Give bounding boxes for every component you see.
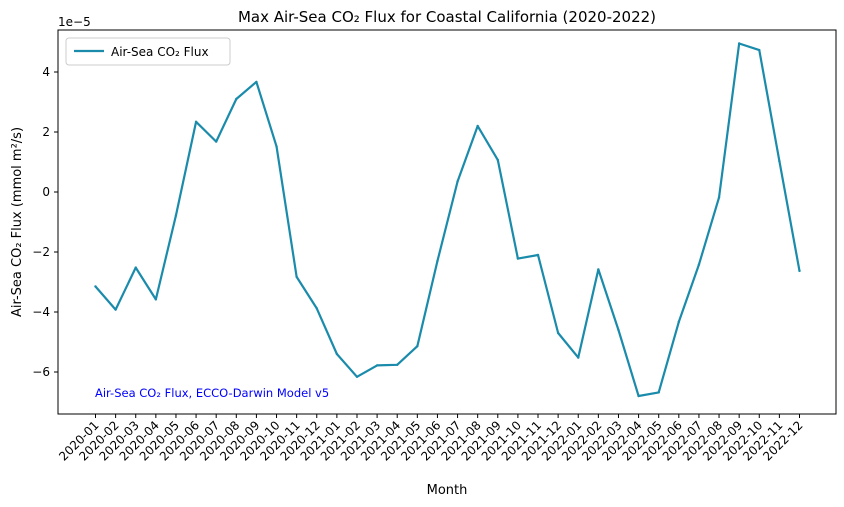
data-point (737, 42, 741, 45)
y-tick-label: 0 (42, 185, 50, 199)
y-tick-label: −2 (32, 245, 50, 259)
data-point (355, 375, 359, 378)
series-points (94, 42, 801, 398)
data-point (94, 285, 97, 288)
data-point (697, 263, 701, 266)
chart-title: Max Air-Sea CO₂ Flux for Coastal Califor… (238, 8, 656, 26)
data-point (597, 268, 600, 271)
data-source-annotation: Air-Sea CO₂ Flux, ECCO-Darwin Model v5 (95, 386, 329, 400)
data-point (255, 80, 258, 84)
data-point (556, 331, 560, 335)
y-tick-label: −6 (32, 365, 50, 379)
data-point (134, 266, 137, 269)
data-point (315, 307, 318, 310)
y-axis-offset-text: 1e−5 (58, 15, 91, 29)
data-point (295, 275, 298, 279)
data-point (174, 214, 178, 217)
data-point (496, 158, 499, 162)
data-point (617, 328, 620, 332)
data-point (335, 352, 339, 356)
x-axis-label: Month (427, 483, 468, 498)
y-tick-label: 4 (42, 65, 50, 79)
data-point (476, 124, 479, 128)
series-line-air-sea-co2-flux (94, 42, 801, 398)
data-point (235, 97, 238, 101)
data-point (114, 308, 117, 311)
data-point (416, 345, 419, 348)
data-point (758, 48, 761, 52)
data-point (194, 120, 198, 124)
y-tick-label: 2 (42, 125, 50, 139)
plot-area: −6 −4 −2 0 2 4 2020-012020-022020-032020-0420… (32, 29, 837, 464)
data-point (536, 253, 540, 257)
data-point (214, 140, 218, 143)
data-point (637, 394, 640, 398)
data-point (657, 391, 660, 394)
data-point (516, 257, 520, 260)
data-point (778, 159, 781, 163)
y-tick-label: −4 (32, 305, 50, 319)
data-point (677, 320, 681, 324)
y-axis-ticks: −6 −4 −2 0 2 4 (32, 65, 58, 379)
y-axis-label: Air-Sea CO₂ Flux (mmol m²/s) (10, 127, 25, 317)
data-point (456, 180, 459, 183)
x-axis-ticks: 2020-012020-022020-032020-042020-052020-… (56, 414, 806, 464)
data-point (375, 364, 379, 367)
data-point (396, 363, 399, 366)
legend-entry-air-sea-co2-flux: Air-Sea CO₂ Flux (111, 45, 209, 59)
data-point (798, 269, 801, 273)
legend-box (65, 37, 231, 66)
data-point (577, 356, 580, 359)
data-point (154, 298, 158, 301)
data-point (436, 259, 439, 263)
legend: Air-Sea CO₂ Flux (65, 37, 231, 66)
data-point (275, 145, 278, 148)
data-point (717, 196, 721, 199)
